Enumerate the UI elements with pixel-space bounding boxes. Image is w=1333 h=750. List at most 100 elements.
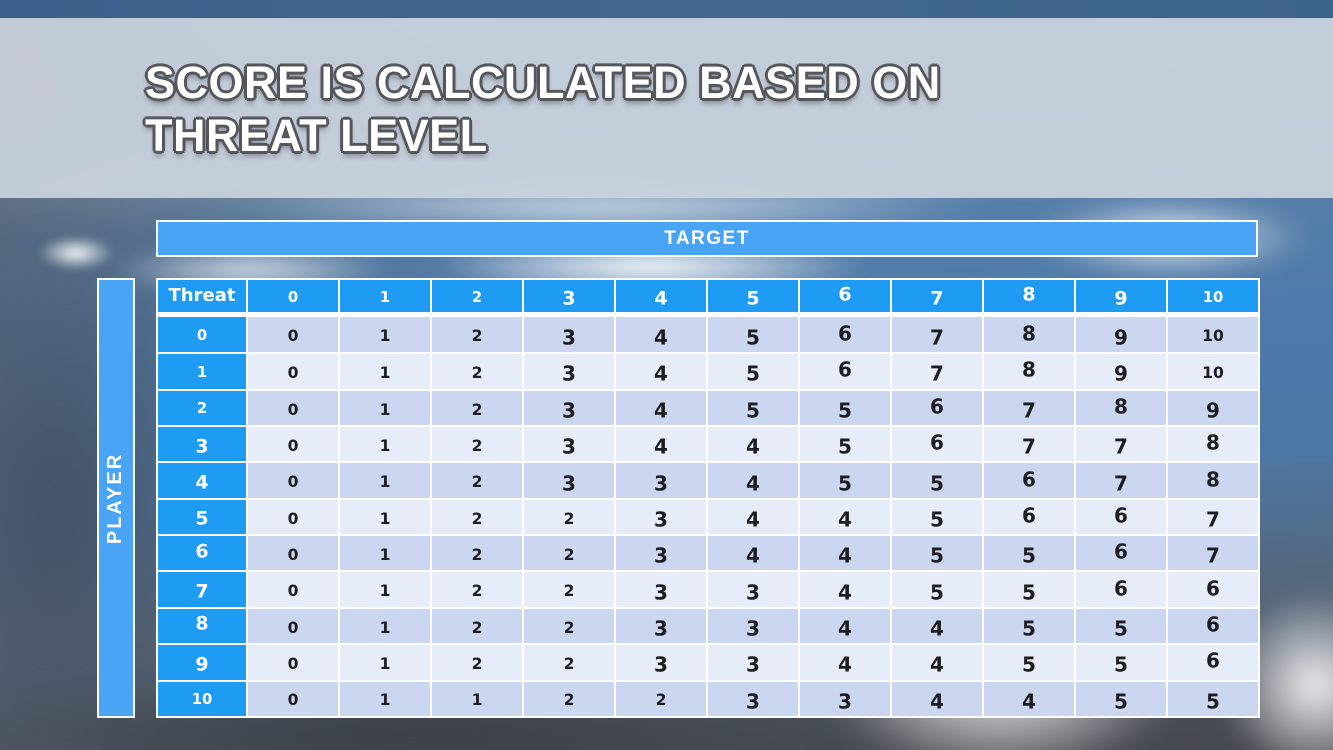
player-row-header: 5: [156, 497, 248, 537]
score-cell: 5: [798, 388, 892, 428]
score-cell: 4: [706, 497, 800, 537]
target-col-header: 1: [338, 278, 432, 317]
score-cell: 5: [890, 461, 984, 500]
score-cell: 1: [338, 313, 432, 355]
score-cell: 5: [890, 497, 984, 537]
score-matrix: Threat 0 1 2 3 4 5 6 7 8 9 10 0 0 1 2 3 4 5 6 7 8 9 10 1 0 1 2 3 4 5 6…: [156, 278, 1260, 719]
score-cell: 5: [1166, 679, 1260, 719]
score-cell: 0: [246, 497, 340, 537]
score-cell: 3: [614, 534, 708, 573]
score-cell: 5: [706, 388, 800, 428]
score-cell: 6: [1074, 497, 1168, 537]
target-col-header: 3: [522, 278, 616, 317]
score-cell: 9: [1074, 352, 1168, 391]
score-cell: 7: [982, 424, 1076, 464]
score-cell: 4: [706, 424, 800, 464]
target-col-header: 7: [890, 278, 984, 317]
score-cell: 8: [1166, 461, 1260, 500]
target-col-header: 9: [1074, 278, 1168, 317]
score-cell: 1: [338, 461, 432, 500]
score-cell: 5: [798, 424, 892, 464]
score-cell: 3: [706, 643, 800, 682]
score-cell: 6: [1166, 606, 1260, 646]
score-cell: 1: [338, 534, 432, 573]
score-matrix-header: Threat 0 1 2 3 4 5 6 7 8 9 10: [156, 278, 1260, 317]
score-cell: 3: [522, 461, 616, 500]
score-cell: 8: [1074, 388, 1168, 428]
score-cell: 2: [430, 461, 524, 500]
score-cell: 7: [890, 352, 984, 391]
score-cell: 0: [246, 534, 340, 573]
top-accent-bar: [0, 0, 1333, 18]
score-cell: 5: [798, 461, 892, 500]
score-cell: 2: [430, 570, 524, 609]
score-cell: 1: [430, 679, 524, 719]
score-cell: 3: [614, 497, 708, 537]
score-cell: 2: [522, 679, 616, 719]
score-cell: 6: [890, 388, 984, 428]
score-cell: 3: [798, 679, 892, 719]
header-row: Threat 0 1 2 3 4 5 6 7 8 9 10: [156, 278, 1260, 317]
score-cell: 2: [430, 313, 524, 355]
score-cell: 5: [890, 570, 984, 609]
score-cell: 6: [798, 313, 892, 355]
score-cell: 2: [522, 497, 616, 537]
score-cell: 3: [706, 570, 800, 609]
score-cell: 4: [798, 534, 892, 573]
player-row-header: 3: [156, 424, 248, 464]
score-cell: 7: [890, 313, 984, 355]
title-band: SCORE IS CALCULATED BASED ON THREAT LEVE…: [0, 18, 1333, 198]
score-cell: 2: [430, 388, 524, 428]
score-cell: 0: [246, 352, 340, 391]
score-cell: 4: [614, 352, 708, 391]
score-cell: 2: [522, 606, 616, 646]
score-cell: 6: [1074, 570, 1168, 609]
score-cell: 3: [522, 424, 616, 464]
score-cell: 2: [430, 352, 524, 391]
score-cell: 6: [1074, 534, 1168, 573]
slide-title-line1: SCORE IS CALCULATED BASED ON: [145, 57, 941, 108]
score-cell: 2: [522, 643, 616, 682]
player-row-header: 6: [156, 534, 248, 573]
score-cell: 1: [338, 570, 432, 609]
score-cell: 5: [982, 643, 1076, 682]
score-cell: 3: [706, 606, 800, 646]
score-cell: 3: [614, 606, 708, 646]
score-cell: 6: [1166, 570, 1260, 609]
score-matrix-body: 0 0 1 2 3 4 5 6 7 8 9 10 1 0 1 2 3 4 5 6 7 8 9 10 2 0 1 2 3 4 5 5 6 7 8 9 3 0…: [156, 313, 1260, 719]
target-col-header: 2: [430, 278, 524, 317]
slide-title-line2: THREAT LEVEL: [145, 110, 488, 162]
score-cell: 4: [798, 497, 892, 537]
score-cell: 1: [338, 643, 432, 682]
score-cell: 0: [246, 643, 340, 682]
score-cell: 0: [246, 461, 340, 500]
score-cell: 8: [1166, 424, 1260, 464]
player-row-header: 0: [156, 313, 248, 355]
score-cell: 9: [1166, 388, 1260, 428]
target-col-header: 10: [1166, 278, 1260, 317]
score-cell: 2: [522, 570, 616, 609]
score-cell: 4: [798, 570, 892, 609]
score-cell: 4: [982, 679, 1076, 719]
score-cell: 5: [982, 570, 1076, 609]
score-cell: 4: [890, 679, 984, 719]
score-cell: 5: [706, 313, 800, 355]
score-cell: 4: [798, 643, 892, 682]
score-cell: 6: [982, 497, 1076, 537]
score-cell: 4: [706, 534, 800, 573]
score-cell: 4: [614, 424, 708, 464]
score-cell: 1: [338, 606, 432, 646]
score-cell: 3: [706, 679, 800, 719]
target-col-header: 8: [982, 278, 1076, 317]
score-cell: 6: [798, 352, 892, 391]
target-axis-text: TARGET: [664, 227, 750, 249]
score-cell: 5: [706, 352, 800, 391]
score-cell: 5: [1074, 679, 1168, 719]
score-cell: 1: [338, 424, 432, 464]
score-cell: 2: [430, 424, 524, 464]
score-cell: 5: [1074, 643, 1168, 682]
